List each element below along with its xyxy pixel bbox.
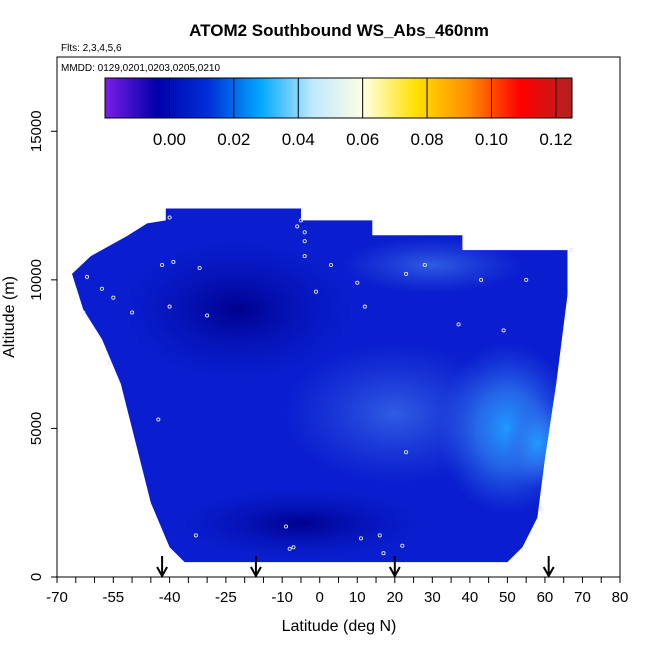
x-axis-label: Latitude (deg N) [282, 618, 397, 635]
arrow-marker [388, 556, 401, 579]
y-tick-label: 15000 [28, 110, 45, 152]
flights-label: Flts: 2,3,4,5,6 [61, 43, 122, 54]
x-tick-label: 40 [462, 589, 479, 606]
sample-point [479, 277, 484, 282]
latitude-markers [156, 556, 555, 579]
y-tick-label: 5000 [28, 412, 45, 445]
dates-label: MMDD: 0129,0201,0203,0205,0210 [61, 63, 220, 74]
y-axis-label: Altitude (m) [1, 276, 18, 358]
sample-point [107, 361, 112, 366]
sample-point [328, 262, 334, 268]
sample-point [298, 218, 304, 223]
sample-point [130, 310, 135, 315]
low-value-region [122, 239, 353, 380]
sample-point [404, 271, 409, 276]
colorbar-tick-label: 0.06 [346, 130, 379, 149]
sample-point [193, 533, 198, 538]
colorbar-tick-label: 0.12 [539, 130, 572, 149]
x-tick-label: -55 [102, 589, 124, 606]
sample-point [84, 274, 90, 279]
sample-point [381, 551, 386, 556]
x-tick-label: 50 [499, 589, 516, 606]
sample-point [197, 265, 202, 271]
sample-point [99, 286, 105, 291]
sample-point [539, 506, 544, 511]
sample-point [81, 310, 86, 315]
sample-point [302, 254, 307, 259]
sample-point [287, 546, 292, 551]
sample-point [355, 280, 360, 285]
x-axis: -70 -55 -40 -25 -10 0 10 20 30 40 50 60 70 80 [46, 577, 628, 606]
high-value-region [505, 398, 568, 489]
sample-point [205, 313, 210, 318]
sample-point [501, 328, 506, 333]
x-tick-label: -70 [46, 589, 68, 606]
x-tick-label: 60 [537, 589, 554, 606]
x-tick-label: -40 [159, 589, 181, 606]
x-tick-label: 0 [316, 589, 324, 606]
sample-point [456, 322, 461, 327]
colorbar-tick-label: 0.02 [217, 130, 250, 149]
arrow-marker [542, 556, 555, 579]
sample-point [313, 289, 319, 294]
x-tick-label: 20 [386, 589, 403, 606]
sample-point [569, 248, 574, 253]
sample-point [111, 295, 116, 300]
y-tick-label: 10000 [28, 259, 45, 301]
colorbar-tick-label: 0.00 [153, 130, 186, 149]
x-tick-label: -10 [271, 589, 293, 606]
colorbar-ramp [104, 77, 573, 119]
sample-points [81, 215, 574, 556]
sample-point [156, 417, 161, 422]
y-axis: 0 5000 10000 15000 [28, 110, 57, 581]
sample-point [167, 215, 172, 220]
sample-point [524, 277, 529, 282]
sample-point [160, 262, 165, 268]
sample-point [295, 224, 300, 229]
arrow-marker [250, 556, 262, 579]
colorbar-tick-label: 0.08 [411, 130, 444, 149]
sample-point [167, 304, 172, 309]
sample-point [283, 524, 289, 529]
sample-point [171, 259, 176, 265]
y-tick-label: 0 [28, 573, 45, 581]
sample-point [291, 545, 296, 550]
chart-title: ATOM2 Southbound WS_Abs_460nm [189, 21, 489, 40]
x-tick-label: -25 [215, 589, 237, 606]
sample-point [377, 533, 382, 538]
sample-point [362, 304, 367, 309]
sample-point [302, 239, 307, 244]
sample-point [358, 536, 364, 541]
colorbar-tick-label: 0.04 [282, 130, 315, 149]
colorbar-tick-label: 0.10 [475, 130, 508, 149]
x-tick-label: 80 [612, 589, 629, 606]
sample-point [400, 543, 405, 548]
sample-point [422, 262, 427, 268]
x-tick-label: 30 [424, 589, 441, 606]
mid-value-region [342, 237, 523, 293]
sample-point [302, 230, 307, 235]
sample-point [404, 450, 409, 455]
arrow-marker [156, 556, 168, 579]
x-tick-label: 10 [349, 589, 366, 606]
colorbar: 0.00 0.02 0.04 0.06 0.08 0.10 0.12 [104, 77, 573, 149]
low-value-region [180, 488, 421, 559]
x-tick-label: 70 [574, 589, 591, 606]
heatmap-field [72, 208, 568, 563]
